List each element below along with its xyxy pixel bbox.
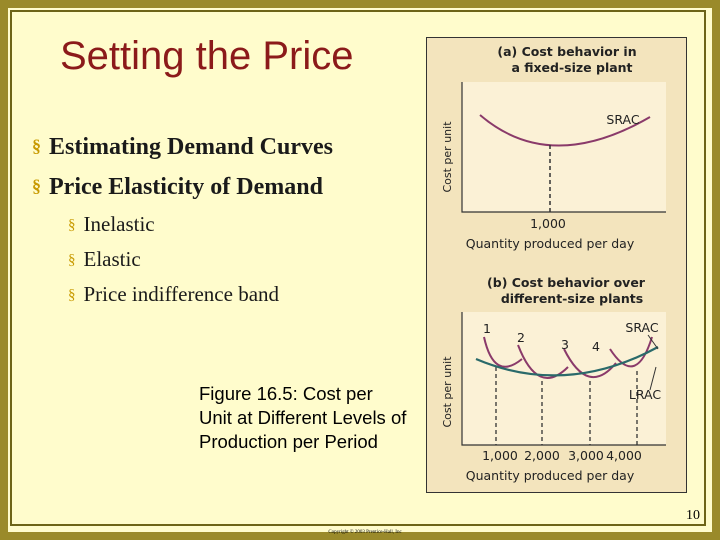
bullet: § Estimating Demand Curves (32, 134, 334, 160)
x-tick: 2,000 (524, 448, 560, 463)
leader (647, 334, 659, 350)
axes (461, 82, 666, 213)
x-tick: 3,000 (568, 448, 604, 463)
sub-bullet-text: Price indifference band (83, 282, 280, 306)
axes (461, 312, 666, 446)
plot-area (462, 312, 666, 445)
y-label: Cost per unit (441, 121, 454, 193)
copyright: Copyright © 2003 Prentice-Hall, Inc (328, 530, 402, 535)
bullet-text: Price Elasticity of Demand (49, 174, 323, 200)
x-label: Quantity produced per day (466, 236, 635, 251)
lrac-curve (475, 346, 659, 377)
srac-curves (483, 336, 653, 379)
sub-bullet: § Inelastic (68, 212, 155, 236)
plant-label: 1 (483, 321, 491, 336)
srac-curve (479, 114, 651, 147)
caption: Figure 16.5: Cost per Unit at Different … (199, 383, 407, 452)
srac-label: SRAC (625, 320, 658, 335)
dashed-lines (495, 367, 638, 445)
title: Setting the Price (60, 34, 354, 78)
sub-bullet: § Price indifference band (68, 282, 280, 306)
lrac-label: LRAC (629, 387, 661, 402)
panel-title: (a) Cost behavior in (497, 44, 636, 59)
frame-inner (10, 10, 706, 526)
x-label: Quantity produced per day (466, 468, 635, 483)
y-label: Cost per unit (441, 356, 454, 428)
x-tick: 4,000 (606, 448, 642, 463)
sub-bullet: § Elastic (68, 247, 141, 271)
plot-area (462, 82, 666, 212)
sub-bullet-text: Inelastic (83, 212, 155, 236)
figure: (a) Cost behavior in a fixed-size plant … (426, 37, 687, 493)
bullet-text: Estimating Demand Curves (49, 134, 334, 160)
panel-title: (b) Cost behavior over (487, 275, 646, 290)
sub-bullet-text: Elastic (83, 247, 141, 271)
plant-label: 4 (592, 339, 600, 354)
plant-label: 2 (517, 330, 525, 345)
x-tick: 1,000 (530, 216, 566, 231)
x-tick: 1,000 (482, 448, 518, 463)
page-number: 10 (686, 508, 700, 523)
panel-title: different-size plants (501, 291, 643, 306)
panel-title: a fixed-size plant (511, 60, 632, 75)
plant-label: 3 (561, 337, 569, 352)
curve-label: SRAC (606, 112, 639, 127)
leader (649, 366, 657, 391)
bullet: § Price Elasticity of Demand (32, 174, 323, 200)
